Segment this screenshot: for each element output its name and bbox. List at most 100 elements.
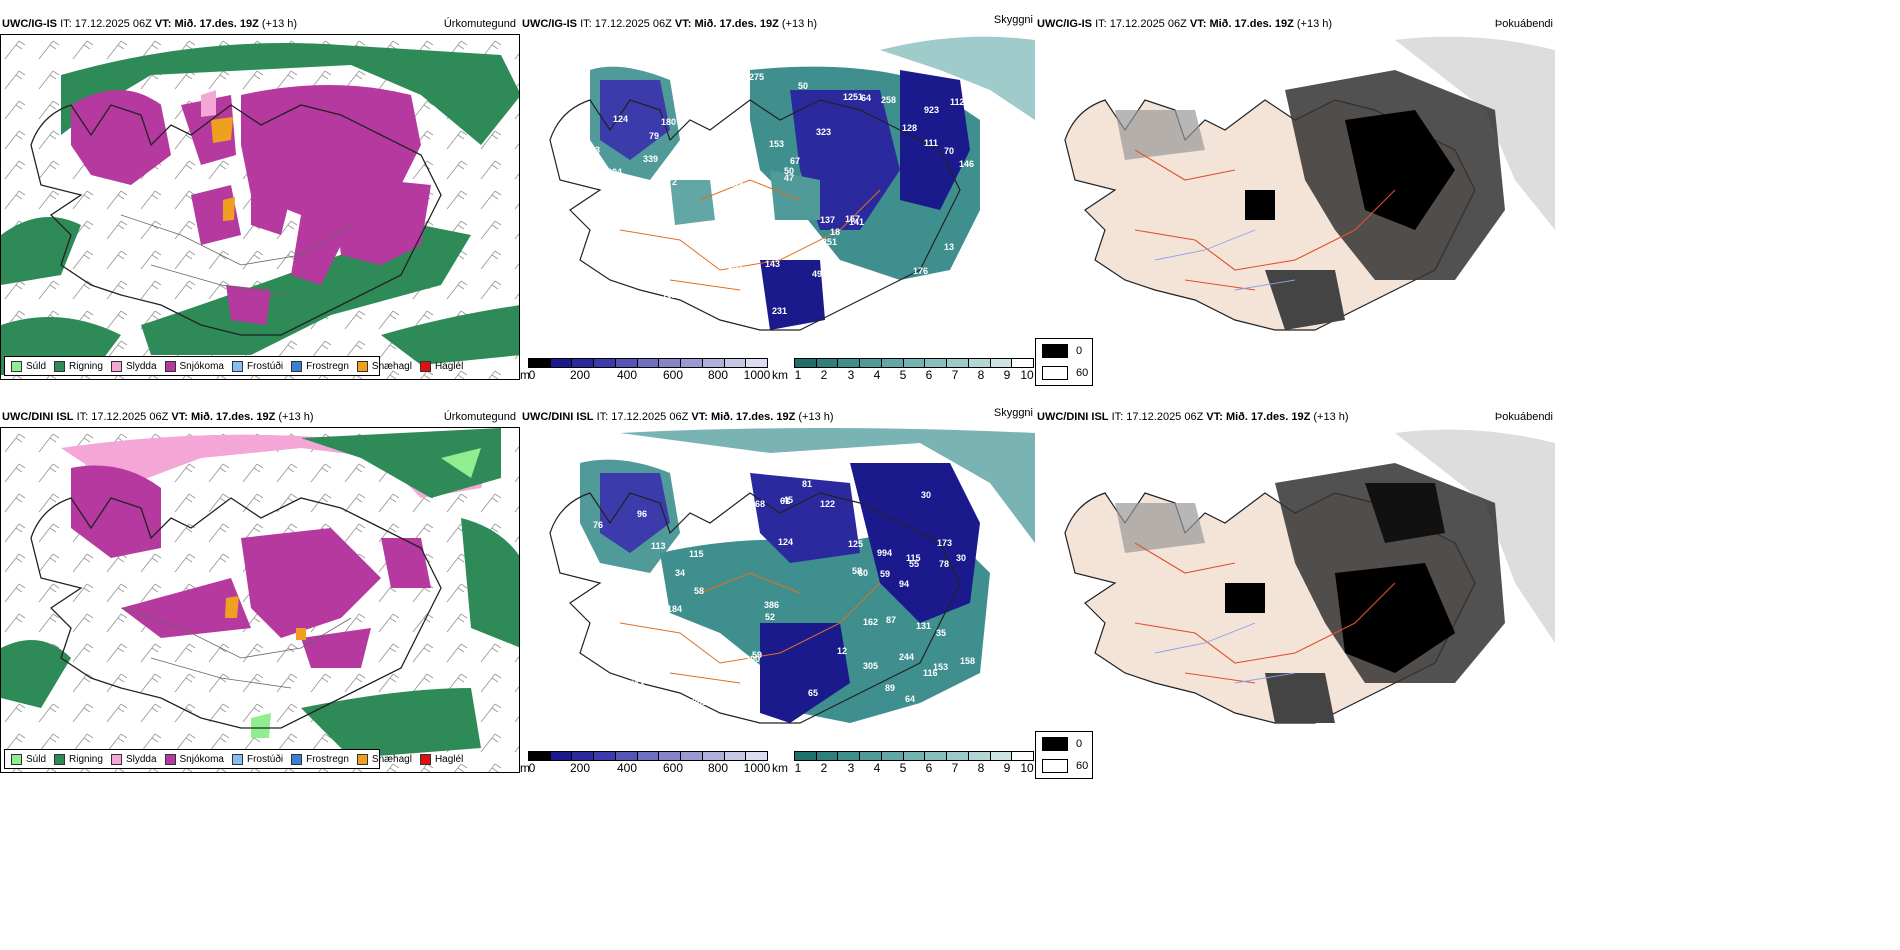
- colorbar-segment: [1012, 359, 1034, 367]
- visibility-colorbar: km 1 2 3 4 5 6 7 8 9 10: [772, 358, 1035, 386]
- ceiling-label: 282: [619, 245, 634, 255]
- ceiling-label: 65: [808, 688, 818, 698]
- ceiling-label: 136: [648, 259, 663, 269]
- ceiling-label: 161: [728, 261, 743, 271]
- ceiling-label: 904: [607, 167, 622, 177]
- legend-item: Rigning: [54, 753, 103, 765]
- colorbar-segment: [968, 359, 991, 367]
- ceiling-label: 124: [600, 655, 615, 665]
- legend-item: Snæhagl: [356, 360, 412, 372]
- ceiling-colorbar: m 0 200 400 600 800 1000: [520, 358, 770, 386]
- ceiling-label: 64: [905, 694, 915, 704]
- legend-item: Frostúði: [231, 360, 283, 372]
- ceiling-label: 994: [877, 548, 892, 558]
- ceiling-label: 102: [720, 192, 735, 202]
- init-time: 17.12.2025 06Z: [1109, 18, 1187, 30]
- ceiling-label: 89: [885, 683, 895, 693]
- colorbar-segment: [860, 752, 882, 760]
- init-time: 17.12.2025 06Z: [594, 18, 672, 30]
- colorbar-segment: [724, 752, 747, 760]
- ceiling-label: 992: [918, 293, 933, 303]
- legend-item: Snjókoma: [164, 360, 224, 372]
- ceiling-label: 185: [732, 165, 747, 175]
- colorbar-segment: [746, 752, 768, 760]
- legend-item: Haglél: [419, 753, 463, 765]
- colorbar-segment: [947, 752, 969, 760]
- colorbar-segment: [572, 752, 595, 760]
- panel-bottom-cloud-visibility: UWC/DINI ISL IT: 17.12.2025 06Z VT: Mið.…: [520, 393, 1035, 783]
- colorbar-segment: [615, 752, 638, 760]
- colorbar-segment: [681, 752, 703, 760]
- model-name: UWC/IG-IS: [2, 18, 57, 30]
- colorbar-segment: [860, 359, 882, 367]
- panel-header: UWC/DINI ISL IT: 17.12.2025 06Z VT: Mið.…: [1037, 411, 1553, 423]
- model-name: UWC/IG-IS: [1037, 18, 1092, 30]
- panel-top-cloud-visibility: UWC/IG-IS IT: 17.12.2025 06Z VT: Mið. 17…: [520, 0, 1035, 390]
- colorbar-segment: [681, 359, 703, 367]
- colorbar-unit: km: [772, 368, 788, 382]
- ceiling-label: 47: [784, 173, 794, 183]
- ceiling-label: 77: [609, 250, 619, 260]
- panel-top-fog-indicator: UWC/IG-IS IT: 17.12.2025 06Z VT: Mið. 17…: [1035, 0, 1555, 390]
- ceiling-label: 115: [689, 549, 704, 559]
- ceiling-label: 182: [728, 179, 743, 189]
- ceiling-label: 87: [689, 661, 699, 671]
- ceiling-label: 30: [956, 553, 966, 563]
- colorbar-segment: [838, 359, 861, 367]
- model-name: UWC/DINI ISL: [2, 411, 74, 423]
- colorbar-segment: [529, 359, 551, 367]
- ceiling-label: 323: [816, 127, 831, 137]
- ceiling-label: 158: [960, 656, 975, 666]
- ceiling-label: 141: [849, 217, 864, 227]
- colorbar-segment: [903, 359, 926, 367]
- colorbar-segment: [1012, 752, 1034, 760]
- ceiling-label: 258: [881, 95, 896, 105]
- precip-type-map: [0, 427, 520, 773]
- ceiling-colorbar: m 0 200 400 600 800 1000: [520, 751, 770, 779]
- ceiling-label: 153: [769, 139, 784, 149]
- ceiling-label: 68: [755, 499, 765, 509]
- precip-type-svg: [1, 35, 519, 379]
- colorbar-segment: [702, 752, 725, 760]
- valid-time: Mið. 17.des. 19Z: [1225, 411, 1311, 423]
- colorbar-segment: [816, 752, 839, 760]
- ceiling-label: 60: [858, 568, 868, 578]
- panel-title: Úrkomutegund: [443, 18, 516, 30]
- legend-item: Súld: [11, 753, 46, 765]
- ceiling-label: 44: [652, 272, 662, 282]
- ceiling-label: 67: [790, 156, 800, 166]
- valid-time: Mið. 17.des. 19Z: [190, 411, 276, 423]
- ceiling-labels: 2441731531242233421158730113787694801249…: [593, 472, 975, 707]
- ceiling-label: 223: [604, 681, 619, 691]
- ceiling-label: 72: [667, 177, 677, 187]
- cloud-ceiling-map: 992 904 923 102 323 325 200 153 282 65 170 44 22 67 14…: [520, 30, 1035, 350]
- colorbar-segment: [659, 752, 682, 760]
- ceiling-label: 79: [649, 131, 659, 141]
- init-time: 17.12.2025 06Z: [91, 411, 169, 423]
- model-name: UWC/IG-IS: [522, 18, 577, 30]
- ceiling-label: 58: [694, 586, 704, 596]
- colorbar-segment: [903, 752, 926, 760]
- precip-type-legend: Súld Rigning Slydda Snjókoma Frostúði Fr…: [4, 749, 463, 769]
- lead-time: (+13 h): [798, 411, 834, 423]
- ceiling-label: 80: [722, 694, 732, 704]
- ceiling-label: 58: [852, 566, 862, 576]
- colorbar-segment: [724, 359, 747, 367]
- ceiling-label: 38: [687, 494, 697, 504]
- ceiling-label: 88: [732, 82, 742, 92]
- colorbar-segment: [594, 752, 616, 760]
- ceiling-label: 65: [695, 144, 705, 154]
- legend-item: Snjókoma: [164, 753, 224, 765]
- ceiling-label: 59: [752, 650, 762, 660]
- ceiling-label: 68: [734, 269, 744, 279]
- ceiling-label: 30: [921, 490, 931, 500]
- colorbar-segment: [881, 359, 904, 367]
- legend-item: Frostregn: [291, 360, 349, 372]
- ceiling-label: 96: [637, 509, 647, 519]
- ceiling-labels: 992 904 923 102 323 325 200 153 282 65 170 44 22 67 14…: [585, 72, 974, 319]
- colorbar-segment: [925, 752, 948, 760]
- panel-bottom-precip-type: UWC/DINI ISL IT: 17.12.2025 06Z VT: Mið.…: [0, 393, 520, 783]
- legend-item: Slydda: [110, 360, 157, 372]
- precip-type-svg: [1, 428, 519, 772]
- legend-item: Snæhagl: [356, 753, 412, 765]
